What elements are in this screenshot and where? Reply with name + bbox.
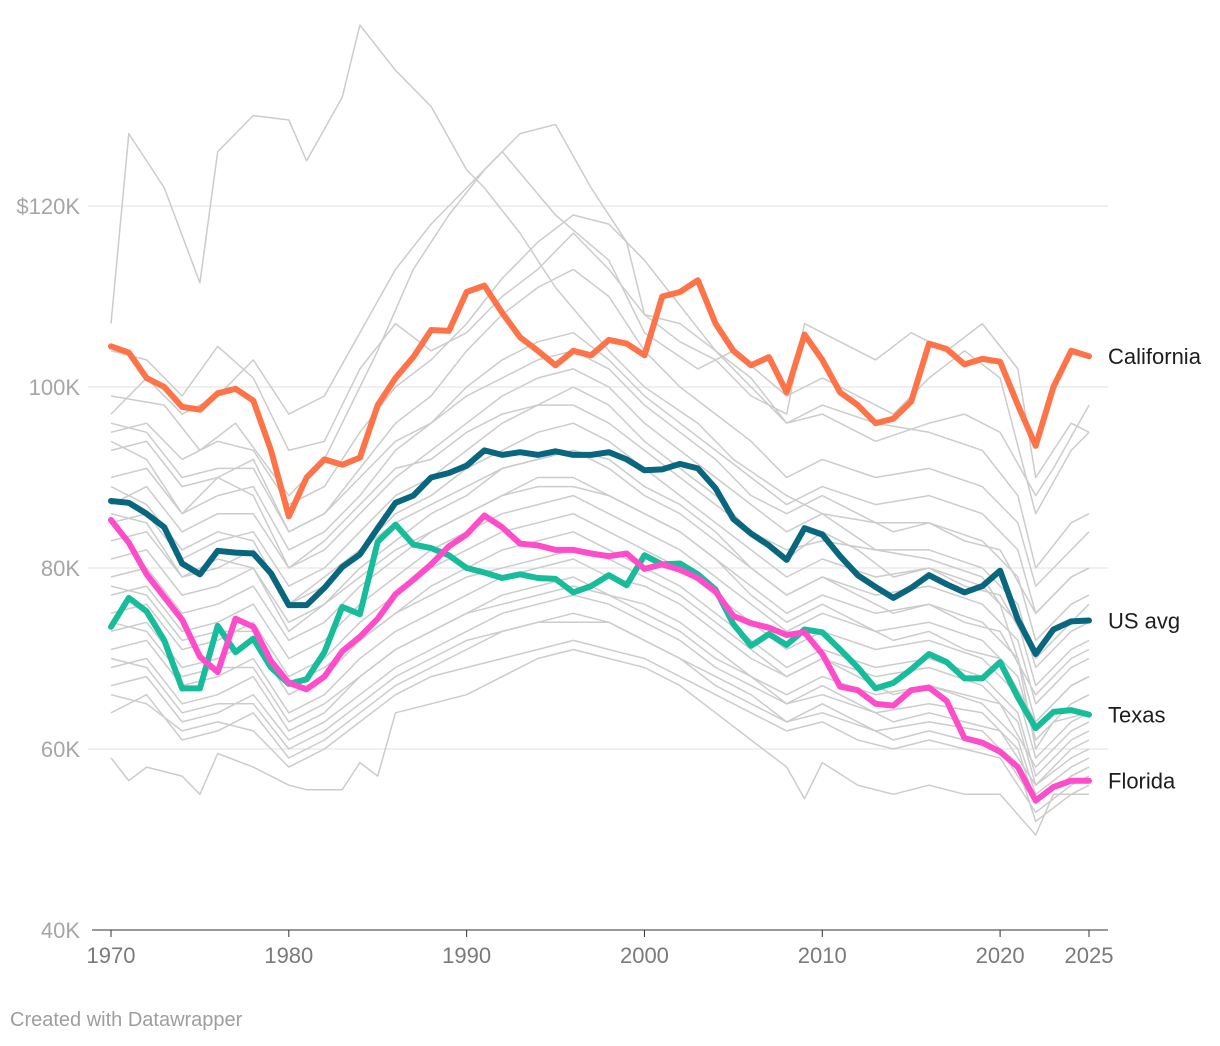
y-axis: 40K 60K 80K 100K $120K xyxy=(16,194,80,943)
background-line-bg-23 xyxy=(110,485,1090,723)
background-line-bg-27 xyxy=(110,621,1090,805)
background-line-bg-13 xyxy=(110,494,1090,741)
background-line-bg-28 xyxy=(110,639,1090,814)
background-line-bg-18 xyxy=(110,594,1090,805)
background-line-bg-09 xyxy=(110,404,1090,669)
series-line-california xyxy=(108,277,1092,520)
highlighted-series-lines xyxy=(108,277,1092,804)
x-tick-label-2020: 2020 xyxy=(976,943,1025,968)
datawrapper-credit: Created with Datawrapper xyxy=(10,1009,243,1031)
background-line-bg-25 xyxy=(110,585,1090,786)
x-axis: 1970 1980 1990 2000 2010 2020 2025 xyxy=(87,930,1114,968)
background-line-bg-14 xyxy=(110,512,1090,759)
background-line-bg-05 xyxy=(110,214,1090,569)
series-line-texas xyxy=(108,521,1092,732)
background-line-bg-04 xyxy=(110,232,1090,479)
background-line-bg-03 xyxy=(110,150,1090,515)
x-tick-label-2010: 2010 xyxy=(798,943,847,968)
background-line-bg-02 xyxy=(110,123,1090,497)
background-line-bg-06 xyxy=(110,268,1090,587)
x-tick-label-1980: 1980 xyxy=(264,943,313,968)
series-label-us-avg: US avg xyxy=(1108,608,1180,633)
background-state-lines xyxy=(110,24,1090,836)
background-line-bg-21 xyxy=(110,386,1090,660)
y-tick-label-80k: 80K xyxy=(41,556,80,581)
series-label-california: California xyxy=(1108,344,1202,369)
series-labels: California US avg Texas Florida xyxy=(1108,344,1202,793)
y-tick-label-120k: $120K xyxy=(16,194,80,219)
background-line-bg-12 xyxy=(110,476,1090,723)
background-line-bg-11 xyxy=(110,449,1090,705)
background-line-bg-16 xyxy=(110,558,1090,786)
background-line-bg-07 xyxy=(110,331,1090,615)
x-tick-label-1990: 1990 xyxy=(442,943,491,968)
y-tick-label-100k: 100K xyxy=(29,375,81,400)
y-tick-label-40k: 40K xyxy=(41,918,80,943)
y-tick-label-60k: 60K xyxy=(41,737,80,762)
x-tick-label-1970: 1970 xyxy=(87,943,136,968)
x-tick-label-2000: 2000 xyxy=(620,943,669,968)
background-line-bg-26 xyxy=(110,350,1090,615)
series-line-us-avg xyxy=(108,447,1092,657)
series-line-florida xyxy=(108,512,1092,804)
x-tick-label-2025: 2025 xyxy=(1065,943,1114,968)
series-label-florida: Florida xyxy=(1108,769,1176,794)
background-line-bg-08 xyxy=(110,368,1090,642)
background-line-bg-20 xyxy=(110,648,1089,836)
series-label-texas: Texas xyxy=(1108,703,1165,728)
